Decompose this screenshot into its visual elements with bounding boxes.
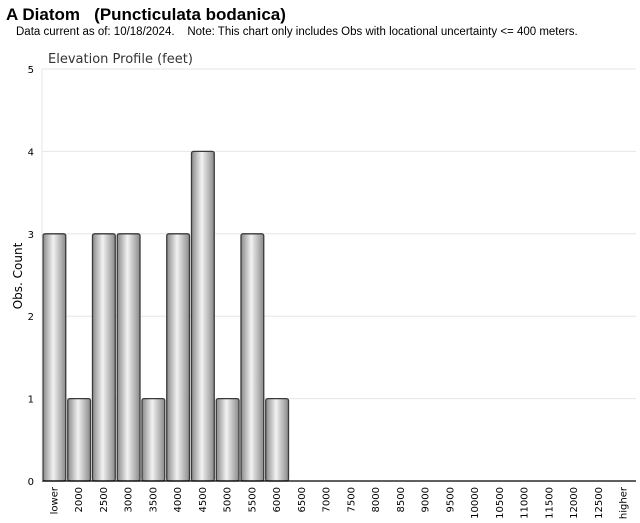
- x-tick-label: 6000: [272, 487, 283, 512]
- x-tick-label: 11500: [544, 487, 555, 519]
- x-tick-label: 8500: [396, 487, 407, 512]
- x-tick-label: 3500: [148, 487, 159, 512]
- x-tick-label: 5000: [223, 487, 234, 512]
- bar-2500: [91, 233, 116, 482]
- x-tick-label: 12000: [569, 487, 580, 519]
- x-tick-label: 3000: [124, 487, 135, 512]
- bar-lower: [42, 233, 67, 482]
- bar-4000: [166, 233, 191, 482]
- y-tick-label: 2: [28, 312, 34, 323]
- y-tick-label: 4: [28, 147, 34, 158]
- x-tick-label: 9000: [421, 487, 432, 512]
- x-tick-label: 2500: [99, 487, 110, 512]
- x-tick-label: 5500: [247, 487, 258, 512]
- bar-4500: [190, 150, 215, 482]
- x-tick-label: 4500: [198, 487, 209, 512]
- bar-5500: [240, 233, 265, 482]
- bar-3000: [116, 233, 141, 482]
- x-tick-label: 2000: [74, 487, 85, 512]
- x-tick-label: lower: [49, 486, 60, 514]
- x-tick-label: 9500: [445, 487, 456, 512]
- x-tick-label: 6500: [297, 487, 308, 512]
- bar-6000: [265, 397, 290, 482]
- y-tick-label: 3: [28, 230, 34, 241]
- x-tick-label: 10000: [470, 487, 481, 519]
- x-tick-label: 12500: [594, 487, 605, 519]
- y-tick-label: 0: [28, 477, 34, 488]
- bar-3500: [141, 397, 166, 482]
- bar-5000: [215, 397, 240, 482]
- x-tick-label: 7500: [346, 487, 357, 512]
- bar-2000: [67, 397, 92, 482]
- x-tick-label: 7000: [322, 487, 333, 512]
- y-tick-label: 5: [28, 65, 34, 76]
- x-tick-label: 8000: [371, 487, 382, 512]
- chart-title: Elevation Profile (feet): [48, 52, 193, 67]
- x-tick-label: 11000: [520, 487, 531, 519]
- chart-main-title: A Diatom (Puncticulata bodanica): [6, 5, 286, 24]
- y-tick-label: 1: [28, 395, 34, 406]
- data-note: Data current as of: 10/18/2024. Note: Th…: [16, 26, 578, 38]
- y-axis-label: Obs. Count: [11, 242, 25, 309]
- x-tick-label: 10500: [495, 487, 506, 519]
- x-tick-label: higher: [619, 486, 630, 519]
- x-tick-label: 4000: [173, 487, 184, 512]
